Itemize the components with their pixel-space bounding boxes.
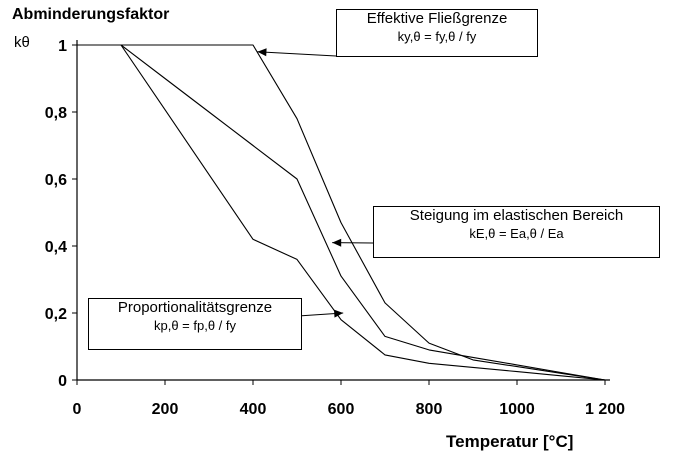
annotation-slope-title: Steigung im elastischen Bereich xyxy=(409,207,624,224)
arrow-proportional-limit-head xyxy=(334,309,344,318)
annotation-proportional-limit: Proportionalitätsgrenze kp,θ = fp,θ / fy xyxy=(88,298,302,350)
x-tick-label: 800 xyxy=(416,401,443,418)
y-tick-label: 0,8 xyxy=(45,105,67,122)
annotation-elastic-slope: Steigung im elastischen Bereich kE,θ = E… xyxy=(373,206,660,258)
x-tick-label: 1000 xyxy=(499,401,535,418)
y-axis-title: Abminderungsfaktor xyxy=(12,6,170,23)
x-tick-label: 400 xyxy=(240,401,267,418)
annotation-yield-title: Effektive Fließgrenze xyxy=(366,10,508,27)
x-tick-label: 1 200 xyxy=(585,401,625,418)
series-lines xyxy=(77,44,606,381)
series-yield-strength-line xyxy=(77,44,606,381)
annotation-yield-strength: Effektive Fließgrenze ky,θ = fy,θ / fy xyxy=(336,9,538,57)
y-tick-label: 1 xyxy=(58,38,67,55)
annotation-slope-formula: kE,θ = Ea,θ / Ea xyxy=(469,226,564,241)
arrow-elastic-slope-head xyxy=(332,238,342,247)
annotation-prop-formula: kp,θ = fp,θ / fy xyxy=(153,318,237,333)
arrow-yield-strength-head xyxy=(257,48,267,57)
arrow-yield-strength xyxy=(257,51,337,57)
x-tick-label: 200 xyxy=(152,401,179,418)
y-tick-label: 0,6 xyxy=(45,172,67,189)
y-tick-label: 0,2 xyxy=(45,306,67,323)
annotation-prop-title: Proportionalitätsgrenze xyxy=(117,299,273,316)
series-elastic-slope-line xyxy=(77,44,606,381)
x-tick-label: 0 xyxy=(73,401,82,418)
series-proportional-limit-line xyxy=(77,44,606,381)
y-tick-label: 0,4 xyxy=(45,239,67,256)
x-axis-title: Temperatur [°C] xyxy=(446,432,574,451)
axes: 0 200 400 600 800 1000 1 200 0 0,2 0,4 0,6 0,8 1 xyxy=(45,38,625,418)
x-tick-label: 600 xyxy=(328,401,355,418)
y-tick-label: 0 xyxy=(58,373,67,390)
annotation-yield-formula: ky,θ = fy,θ / fy xyxy=(397,29,477,44)
y-axis-symbol: kθ xyxy=(14,34,30,51)
annotation-arrows xyxy=(257,48,374,318)
